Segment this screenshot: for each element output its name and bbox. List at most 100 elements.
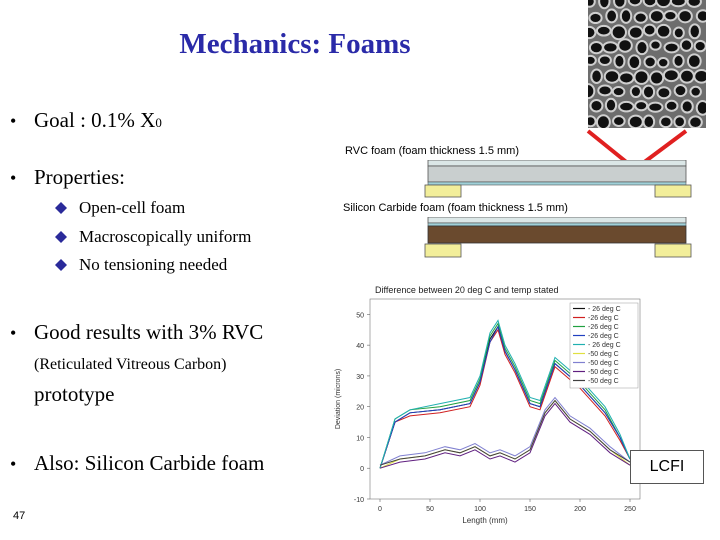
foam-pore: [602, 41, 619, 54]
rvc-foam-diagram: [424, 160, 692, 198]
series-line: [379, 328, 631, 469]
goal-subscript: 0: [155, 115, 162, 130]
foam-pore: [693, 39, 706, 53]
good-results-text: Good results with 3% RVC: [34, 320, 264, 344]
foam-pore: [613, 0, 627, 9]
foam-pore: [664, 99, 679, 112]
x-tick-label: 250: [624, 506, 636, 513]
bullet-also: • Also: Silicon Carbide foam: [10, 451, 264, 476]
legend-entry: -50 deg C: [588, 351, 619, 358]
properties-text: Properties:: [34, 165, 125, 189]
diamond-bullet-icon: [55, 231, 67, 243]
foam-pore: [672, 26, 685, 40]
legend-entry: - 26 deg C: [588, 342, 621, 349]
foam-pore: [633, 11, 648, 24]
foam-pore: [588, 83, 596, 100]
chart-title: Difference between 20 deg C and temp sta…: [375, 285, 558, 295]
foam-pore: [647, 101, 664, 113]
diamond-bullet-icon: [55, 259, 67, 271]
foam-pore: [695, 9, 706, 23]
y-tick-label: 10: [356, 435, 364, 442]
foam-pore: [677, 9, 693, 24]
y-tick-label: 50: [356, 312, 364, 319]
y-tick-label: 0: [360, 466, 364, 473]
foam-micrograph-image: [588, 0, 706, 128]
x-tick-label: 200: [574, 506, 586, 513]
foam-pore: [588, 115, 597, 128]
foam-pore: [649, 39, 662, 51]
foam-pore: [648, 9, 665, 24]
bullet-dot-icon: •: [10, 454, 17, 474]
legend-entry: -50 deg C: [588, 378, 619, 385]
foam-pore: [603, 69, 621, 84]
bullet-good-results: • Good results with 3% RVC: [10, 320, 263, 345]
foam-pore: [612, 115, 626, 127]
x-tick-label: 100: [474, 506, 486, 513]
foam-pore: [686, 0, 702, 8]
foam-pore: [613, 53, 626, 69]
deviation-line-chart: Difference between 20 deg C and temp sta…: [335, 285, 641, 525]
bullet-dot-icon: •: [10, 111, 17, 131]
foam-pore: [641, 84, 656, 100]
diamond-bullet-icon: [55, 202, 67, 214]
page-number: 47: [13, 510, 26, 522]
foam-pore: [695, 99, 706, 116]
foam-pore: [604, 97, 618, 113]
foam-pore: [688, 23, 701, 40]
slide-title: Mechanics: Foams: [179, 28, 411, 60]
foam-pore: [610, 24, 627, 41]
foam-pore: [693, 69, 706, 84]
foam-pore: [589, 98, 604, 113]
foam-pore: [634, 100, 649, 112]
y-axis-label: Deviation (microns): [335, 369, 342, 429]
foam-pore: [679, 38, 694, 52]
rvc-foam-label: RVC foam (foam thickness 1.5 mm): [345, 145, 520, 157]
foam-pore: [669, 0, 687, 8]
foam-pore: [598, 0, 611, 10]
sub-item-no-tension: No tensioning needed: [55, 255, 227, 275]
foam-pore: [588, 25, 597, 40]
foam-pore: [629, 85, 642, 99]
y-tick-label: -10: [354, 497, 364, 504]
foam-pore: [617, 38, 633, 53]
legend-entry: -50 deg C: [588, 369, 619, 376]
foam-pore: [680, 99, 694, 114]
bullet-dot-icon: •: [10, 168, 17, 188]
y-tick-label: 40: [356, 343, 364, 350]
x-tick-label: 150: [524, 506, 536, 513]
series-line: [379, 325, 631, 469]
foam-pore: [627, 54, 642, 71]
foam-pore: [588, 11, 603, 25]
foam-pore: [655, 23, 672, 39]
foam-pore: [618, 100, 635, 113]
also-text: Also: Silicon Carbide foam: [34, 451, 265, 475]
foam-pore: [663, 41, 680, 54]
foam-pore: [642, 0, 658, 8]
foam-pore: [679, 68, 695, 84]
foam-pore: [642, 114, 656, 128]
foam-pore: [649, 70, 665, 86]
foam-pore: [662, 68, 680, 83]
goal-text: Goal : 0.1% X: [34, 108, 156, 132]
legend-entry: -50 deg C: [588, 360, 619, 367]
y-tick-label: 30: [356, 374, 364, 381]
foam-pore: [590, 68, 603, 85]
series-line: [379, 322, 631, 469]
foam-pore: [672, 53, 685, 68]
foam-pore: [597, 84, 613, 97]
sub-item-text: Open-cell foam: [79, 198, 186, 217]
foam-texture: [588, 0, 706, 128]
foam-pore: [627, 0, 643, 7]
sub-item-text: No tensioning needed: [79, 255, 228, 274]
foam-pore: [688, 115, 703, 128]
foam-pore: [663, 9, 678, 22]
x-tick-label: 0: [378, 506, 382, 513]
series-line: [379, 402, 631, 469]
foam-pore: [611, 86, 626, 98]
legend-entry: -26 deg C: [588, 333, 619, 340]
foam-pore: [642, 23, 657, 37]
rvc-full-name: (Reticulated Vitreous Carbon): [34, 356, 227, 373]
bullet-properties: • Properties:: [10, 165, 125, 190]
foam-pore: [656, 86, 672, 100]
